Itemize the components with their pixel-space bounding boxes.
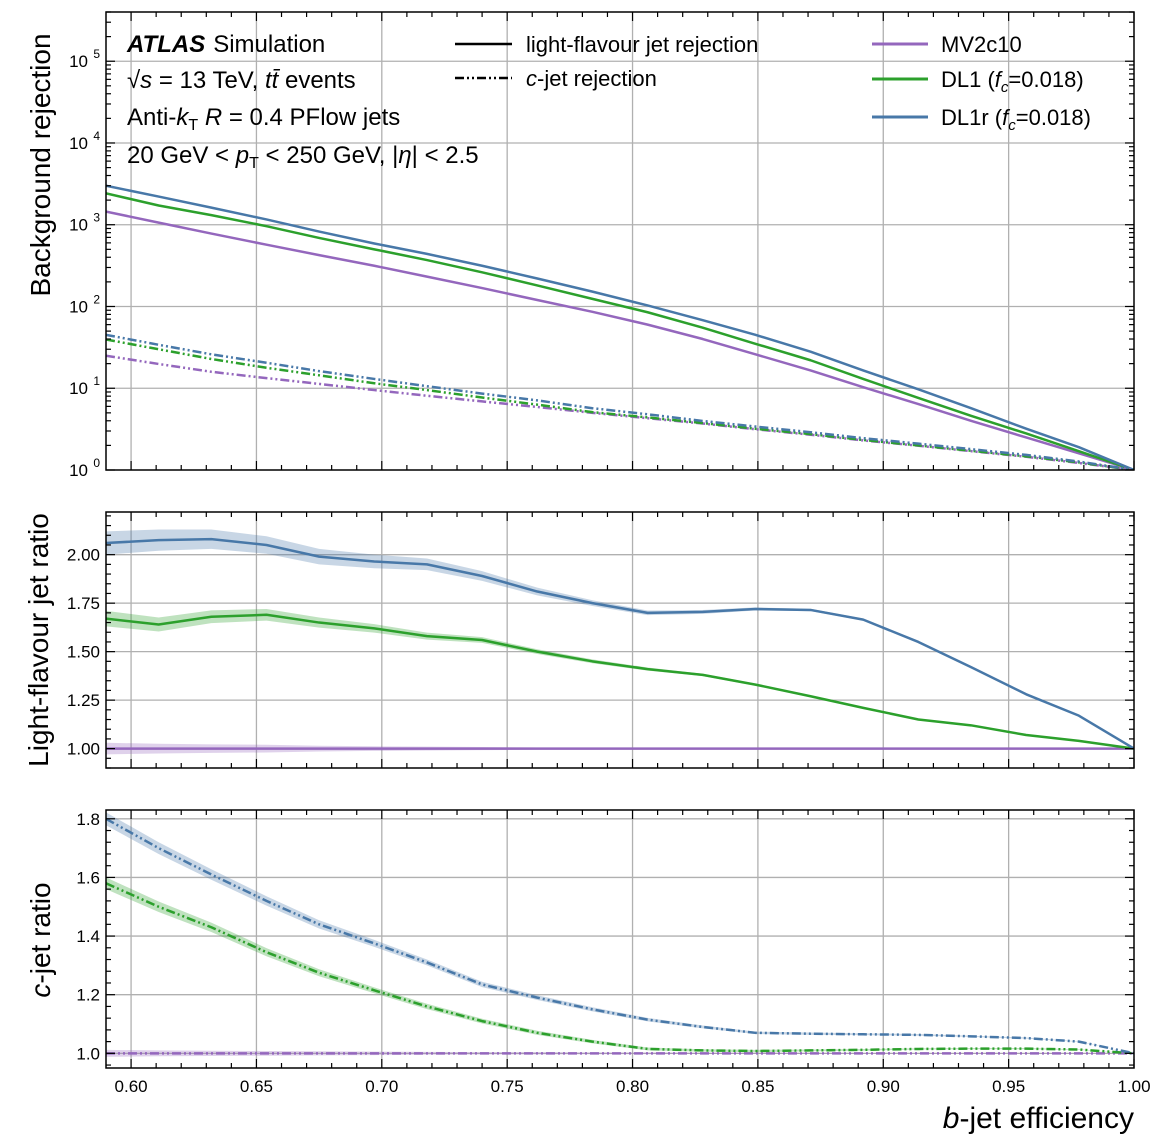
y-tick-label: 10 xyxy=(69,297,88,316)
y-tick-label-exponent: 0 xyxy=(93,456,100,470)
data-series-group xyxy=(106,184,1134,470)
light-ratio-y-axis-label: Light-flavour jet ratio xyxy=(23,513,54,767)
data-series-group xyxy=(106,812,1134,1057)
series-line-dl1r-dashdot xyxy=(106,333,1134,470)
x-tick-label: 0.85 xyxy=(741,1077,774,1096)
y-tick-label-exponent: 2 xyxy=(93,292,100,306)
simulation-label: Simulation xyxy=(213,31,325,58)
atlas-label: ATLAS xyxy=(126,31,205,58)
series-line-mv2c10-solid xyxy=(106,210,1134,470)
kinematic-cuts-annotation: 20 GeV < pT < 250 GeV, |η| < 2.5 xyxy=(127,142,479,172)
legend-dl1r-label: DL1r (fc=0.018) xyxy=(941,105,1091,134)
legend-dl1-label: DL1 (fc=0.018) xyxy=(941,67,1084,96)
legend-light-rejection-label: light-flavour jet rejection xyxy=(526,32,758,57)
y-tick-label: 10 xyxy=(69,216,88,235)
annotation-block: ATLAS Simulation √s = 13 TeV, tt̄ events … xyxy=(126,31,479,172)
legend: light-flavour jet rejection c-jet reject… xyxy=(455,32,1091,134)
x-tick-label: 0.80 xyxy=(616,1077,649,1096)
y-tick-label: 2.00 xyxy=(67,546,100,565)
c-ratio-y-axis-label: c-jet ratio xyxy=(25,882,56,997)
uncertainty-band-dl1r xyxy=(106,529,1134,749)
y-tick-label-exponent: 5 xyxy=(93,47,100,61)
light-ratio-panel: 1.00 1.25 1.50 1.75 2.00 xyxy=(67,511,1135,769)
uncertainty-band-dl1 xyxy=(106,608,1134,749)
rejection-y-axis-label: Background rejection xyxy=(25,33,56,296)
legend-c-rejection-label: c-jet rejection xyxy=(526,66,657,91)
c-ratio-panel: 1.0 1.2 1.4 1.6 1.8 0.60 0.65 0.70 0.75 0.80 0.85 0… xyxy=(76,809,1151,1096)
panel-frame xyxy=(105,11,1135,471)
panel-frame xyxy=(105,511,1135,769)
y-tick-label: 10 xyxy=(69,461,88,480)
y-tick-label: 1.75 xyxy=(67,594,100,613)
x-tick-label: 0.90 xyxy=(867,1077,900,1096)
series-line-dl1r-solid xyxy=(106,184,1134,470)
y-tick-label-exponent: 4 xyxy=(93,129,100,143)
legend-mv2c10-label: MV2c10 xyxy=(941,32,1022,57)
y-tick-label: 1.0 xyxy=(76,1044,100,1063)
x-tick-label: 0.60 xyxy=(115,1077,148,1096)
y-tick-label: 1.2 xyxy=(76,986,100,1005)
x-axis-label: b-jet efficiency xyxy=(943,1102,1134,1135)
series-line-dl1 xyxy=(106,613,1134,750)
data-series-group xyxy=(106,529,1134,755)
y-tick-label-exponent: 3 xyxy=(93,211,100,225)
y-tick-label: 1.00 xyxy=(67,740,100,759)
x-tick-label: 0.95 xyxy=(992,1077,1025,1096)
y-tick-label: 1.8 xyxy=(76,810,100,829)
uncertainty-band-dl1 xyxy=(106,877,1134,1054)
series-line-dl1-dashdot xyxy=(106,882,1134,1055)
x-tick-label: 1.00 xyxy=(1117,1077,1150,1096)
uncertainty-band-dl1r xyxy=(106,812,1134,1054)
x-tick-label: 0.75 xyxy=(491,1077,524,1096)
y-tick-label: 10 xyxy=(69,52,88,71)
y-tick-label: 1.4 xyxy=(76,927,100,946)
y-tick-label: 1.6 xyxy=(76,868,100,887)
series-line-dl1r xyxy=(106,537,1134,750)
rejection-panel: 10 0 10 1 10 2 10 3 10 4 10 5 xyxy=(69,11,1135,480)
series-line-dl1-dashdot xyxy=(106,338,1134,470)
series-line-dl1-solid xyxy=(106,192,1134,470)
y-tick-label: 10 xyxy=(69,134,88,153)
jet-algorithm-annotation: Anti-kT R = 0.4 PFlow jets xyxy=(127,104,400,134)
y-tick-label: 1.50 xyxy=(67,643,100,662)
x-tick-label: 0.65 xyxy=(240,1077,273,1096)
y-tick-label-exponent: 1 xyxy=(93,374,100,388)
panel-frame xyxy=(105,809,1135,1069)
series-line-dl1r-dashdot xyxy=(106,817,1134,1055)
y-tick-label: 10 xyxy=(69,379,88,398)
energy-annotation: √s = 13 TeV, tt̄ events xyxy=(127,67,356,94)
x-tick-label: 0.70 xyxy=(365,1077,398,1096)
y-tick-label: 1.25 xyxy=(67,691,100,710)
